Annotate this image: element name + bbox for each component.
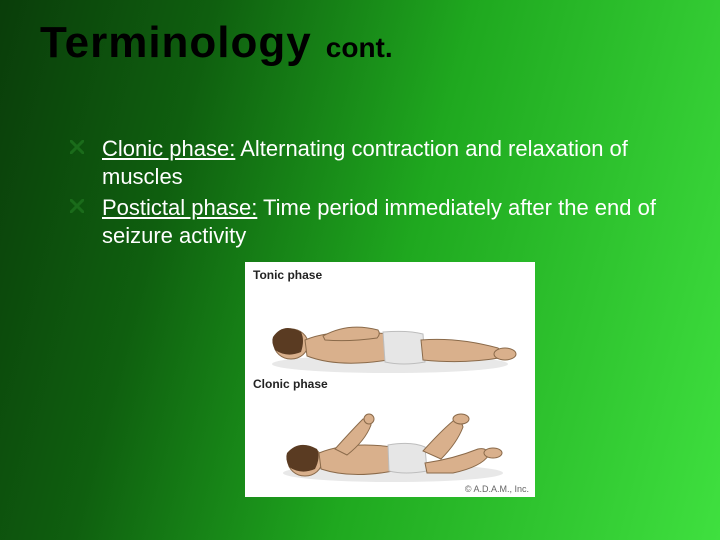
term-label: Postictal phase: [102, 195, 257, 220]
figure-label-bottom: Clonic phase [253, 377, 527, 391]
slide: Terminology cont. Clonic phase: Alternat… [0, 0, 720, 540]
term-label: Clonic phase: [102, 136, 235, 161]
bullet-text: Postictal phase: Time period immediately… [102, 194, 680, 249]
figure-credit: © A.D.A.M., Inc. [465, 484, 529, 494]
bullet-item: Postictal phase: Time period immediately… [70, 194, 680, 249]
body-text: Clonic phase: Alternating contraction an… [70, 135, 680, 253]
title-row: Terminology cont. [40, 18, 393, 68]
bullet-item: Clonic phase: Alternating contraction an… [70, 135, 680, 190]
figure: Tonic phase Clonic phase [245, 262, 535, 497]
x-bullet-icon [70, 140, 92, 154]
x-bullet-icon [70, 199, 92, 213]
bullet-text: Clonic phase: Alternating contraction an… [102, 135, 680, 190]
figure-clonic-illustration [253, 391, 527, 486]
title-main: Terminology [40, 18, 312, 68]
figure-label-top: Tonic phase [253, 268, 527, 282]
title-sub: cont. [326, 32, 393, 64]
figure-tonic-illustration [253, 282, 527, 377]
